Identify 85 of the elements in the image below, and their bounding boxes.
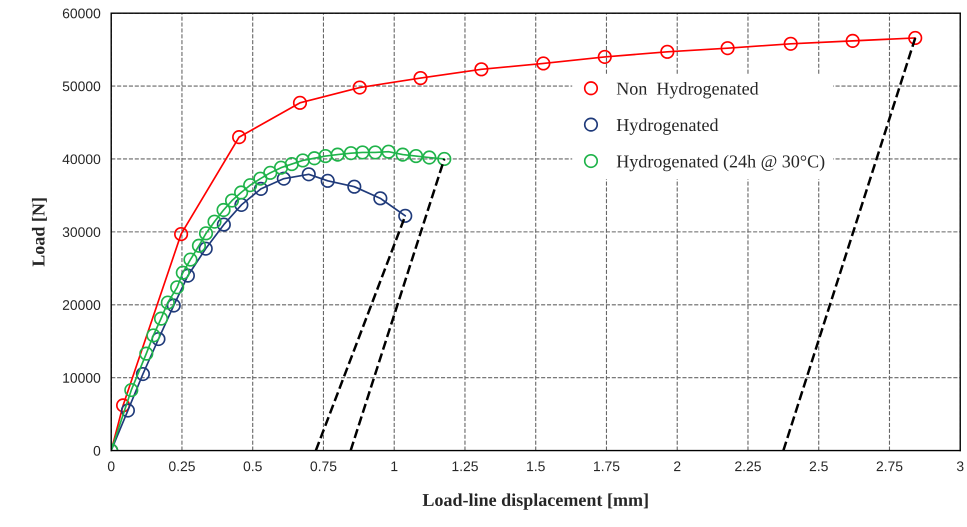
- point: [536, 56, 550, 71]
- point: [120, 403, 135, 418]
- x-tick-label: 3: [956, 461, 964, 472]
- point: [216, 202, 231, 218]
- point: [224, 193, 240, 208]
- point: [437, 152, 452, 166]
- legend-label: Non Hydrogenated: [616, 82, 758, 98]
- point: [174, 226, 188, 242]
- point: [253, 172, 268, 186]
- point: [320, 174, 335, 188]
- point: [318, 148, 333, 164]
- point: [151, 332, 166, 346]
- x-tick-label: 0: [108, 461, 115, 472]
- point: [234, 185, 248, 200]
- y-tick-label: 40000: [62, 154, 100, 164]
- legend-label: Hydrogenated (24h @ 30°C): [616, 154, 824, 172]
- x-tick-label: 1.5: [527, 462, 545, 472]
- y-tick-label: 30000: [62, 227, 100, 238]
- point: [198, 226, 214, 240]
- point: [720, 41, 735, 56]
- x-tick-label: 0.25: [168, 461, 195, 472]
- point: [352, 80, 367, 95]
- point: [136, 366, 150, 382]
- point: [160, 296, 175, 310]
- y-tick-label: 10000: [63, 373, 100, 383]
- point: [368, 145, 382, 160]
- point: [381, 144, 396, 159]
- point: [234, 198, 248, 212]
- point: [908, 30, 922, 46]
- point: [170, 280, 184, 294]
- y-tick-label: 20000: [62, 300, 100, 310]
- point: [846, 34, 860, 48]
- x-tick-label: 2.5: [810, 461, 828, 472]
- point: [216, 218, 231, 232]
- point: [598, 50, 612, 64]
- point: [784, 36, 798, 51]
- point: [292, 96, 308, 110]
- point: [302, 167, 316, 182]
- point: [263, 166, 278, 180]
- point: [207, 214, 222, 229]
- point: [274, 160, 288, 175]
- point: [276, 172, 291, 186]
- point: [373, 191, 388, 206]
- point: [198, 242, 213, 256]
- point: [413, 70, 428, 86]
- point: [422, 150, 436, 165]
- point: [176, 266, 190, 280]
- point: [347, 180, 362, 194]
- x-tick-label: 0.75: [310, 461, 336, 472]
- point: [330, 148, 345, 162]
- point: [166, 298, 181, 313]
- x-tick-label: 2.75: [876, 461, 902, 472]
- point: [355, 145, 370, 160]
- point: [284, 156, 299, 172]
- point: [180, 268, 195, 283]
- point: [232, 130, 246, 144]
- point: [192, 238, 206, 253]
- point: [254, 182, 268, 196]
- point: [139, 346, 154, 361]
- point: [243, 178, 258, 192]
- point: [154, 312, 168, 326]
- x-tick-label: 1.75: [594, 462, 620, 472]
- point: [396, 148, 410, 162]
- point: [660, 44, 674, 59]
- point: [307, 151, 322, 166]
- y-tick-label: 50000: [62, 81, 100, 92]
- x-tick-label: 2: [674, 461, 680, 472]
- point: [124, 382, 138, 398]
- legend-label: Hydrogenated: [616, 118, 718, 135]
- point: [183, 252, 198, 267]
- x-axis-title: Load-line displacement [mm]: [422, 493, 648, 510]
- x-tick-label: 2.25: [735, 461, 761, 472]
- point: [116, 398, 130, 412]
- x-tick-label: 0.5: [244, 461, 262, 472]
- y-axis-title: Load [N]: [32, 198, 47, 266]
- point: [398, 208, 412, 223]
- x-tick-label: 1.25: [452, 461, 478, 472]
- x-tick-label: 1: [391, 462, 398, 472]
- y-tick-label: 0: [94, 446, 100, 456]
- point: [296, 153, 310, 168]
- y-tick-label: 60000: [62, 8, 100, 18]
- point: [474, 62, 488, 76]
- point: [344, 146, 358, 160]
- point: [408, 148, 424, 164]
- point: [146, 328, 160, 342]
